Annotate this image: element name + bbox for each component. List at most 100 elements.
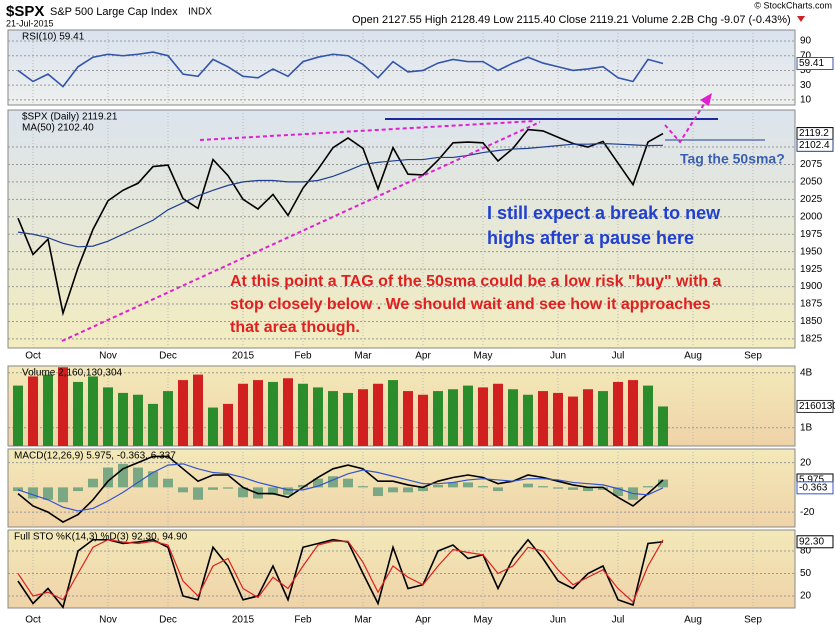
series-line xyxy=(17,463,664,512)
index-name: S&P 500 Large Cap Index xyxy=(50,6,178,18)
x-tick-label: Oct xyxy=(25,615,41,626)
legend: Full STO %K(14,3) %D(3) 92.30, 94.90 xyxy=(14,532,188,543)
y-tick-label: -20 xyxy=(800,507,815,518)
histogram-bar xyxy=(298,484,308,488)
y-tick-label: 2050 xyxy=(800,177,823,188)
histogram-bar xyxy=(13,487,23,492)
volume-bar xyxy=(358,389,368,446)
volume-bar xyxy=(13,385,23,446)
volume-bar xyxy=(298,383,308,446)
last-value-label: 2160130 xyxy=(799,401,835,412)
volume-bar xyxy=(388,380,398,446)
x-tick-label: Aug xyxy=(684,615,702,626)
legend-entry: MA(50) 2102.40 xyxy=(22,123,94,134)
x-tick-label: Jul xyxy=(612,351,625,362)
x-tick-label: Sep xyxy=(744,351,762,362)
histogram-bar xyxy=(643,486,653,488)
last-value-label: -0.363 xyxy=(799,482,828,493)
x-tick-label: Mar xyxy=(354,351,372,362)
volume-bar xyxy=(658,406,668,446)
volume-bar xyxy=(538,391,548,446)
volume-bar xyxy=(148,403,158,446)
y-tick-label: 20 xyxy=(800,591,812,602)
x-tick-label: 2015 xyxy=(232,615,255,626)
volume-bar xyxy=(373,383,383,446)
y-tick-label: 1875 xyxy=(800,299,823,310)
last-value-label: 92.30 xyxy=(799,536,824,547)
histogram-bar xyxy=(178,487,188,493)
y-tick-label: 1975 xyxy=(800,229,823,240)
histogram-bar xyxy=(478,486,488,488)
histogram-bar xyxy=(538,486,548,488)
volume-bar xyxy=(328,391,338,446)
histogram-bar xyxy=(88,478,98,488)
x-tick-label: Jul xyxy=(612,615,625,626)
arrow-head xyxy=(700,93,712,106)
legend-entry: RSI(10) 59.41 xyxy=(22,32,85,43)
volume-bar xyxy=(238,383,248,446)
y-tick-label: 2075 xyxy=(800,159,823,170)
histogram-bar xyxy=(133,467,143,488)
y-tick-label: 1825 xyxy=(800,334,823,345)
volume-bar xyxy=(88,376,98,446)
histogram-bar xyxy=(658,479,668,488)
volume-bar xyxy=(463,385,473,446)
y-tick-label: 4B xyxy=(800,367,813,378)
volume-bar xyxy=(103,387,113,446)
last-value-label: 5.975 xyxy=(799,475,824,486)
volume-bar xyxy=(583,389,593,446)
histogram-bar xyxy=(598,487,608,490)
x-tick-label: Mar xyxy=(354,615,372,626)
volume-bar xyxy=(43,374,53,446)
histogram-bar xyxy=(268,487,278,495)
x-tick-label: Jun xyxy=(550,351,566,362)
date: 21-Jul-2015 xyxy=(6,18,54,28)
histogram-bar xyxy=(433,484,443,488)
histogram-bar xyxy=(358,486,368,488)
histogram-bar xyxy=(388,487,398,493)
volume-bar xyxy=(403,391,413,446)
histogram-bar xyxy=(313,478,323,488)
volume-bar xyxy=(133,394,143,446)
volume-bar xyxy=(178,380,188,446)
x-tick-label: Aug xyxy=(684,351,702,362)
histogram-bar xyxy=(568,487,578,490)
x-tick-label: Nov xyxy=(99,351,117,362)
y-tick-label: 1950 xyxy=(800,246,823,257)
x-tick-label: Apr xyxy=(415,615,431,626)
panel-background xyxy=(7,109,796,349)
y-tick-label: 10 xyxy=(800,94,812,105)
histogram-bar xyxy=(418,487,428,492)
volume-bar xyxy=(628,380,638,446)
volume-bar xyxy=(613,381,623,446)
volume-bar xyxy=(343,392,353,446)
histogram-bar xyxy=(523,483,533,488)
x-tick-label: May xyxy=(474,615,493,626)
legend-entry: $SPX (Daily) 2119.21 xyxy=(22,112,118,123)
histogram-bar xyxy=(58,487,68,503)
x-tick-label: Feb xyxy=(294,615,312,626)
y-tick-label: 20 xyxy=(800,457,812,468)
series-line xyxy=(17,455,664,523)
histogram-bar xyxy=(463,482,473,488)
x-tick-label: Sep xyxy=(744,615,762,626)
y-tick-label: 30 xyxy=(800,80,812,91)
note-annotation: that area though. xyxy=(230,319,360,336)
histogram-bar xyxy=(283,487,293,495)
volume-bar xyxy=(418,394,428,446)
histogram-bar xyxy=(328,476,338,488)
volume-bar xyxy=(193,374,203,446)
histogram-bar xyxy=(193,487,203,500)
expect-annotation: I still expect a break to new xyxy=(487,203,721,223)
symbol: $SPX xyxy=(6,3,44,20)
volume-bar xyxy=(568,396,578,446)
last-value-box xyxy=(796,57,834,71)
volume-bar xyxy=(223,403,233,446)
y-tick-label: 2000 xyxy=(800,211,823,222)
histogram-bar xyxy=(343,478,353,488)
volume-bar xyxy=(643,385,653,446)
volume-bar xyxy=(118,392,128,446)
x-tick-label: Nov xyxy=(99,615,117,626)
x-tick-label: Feb xyxy=(294,351,312,362)
